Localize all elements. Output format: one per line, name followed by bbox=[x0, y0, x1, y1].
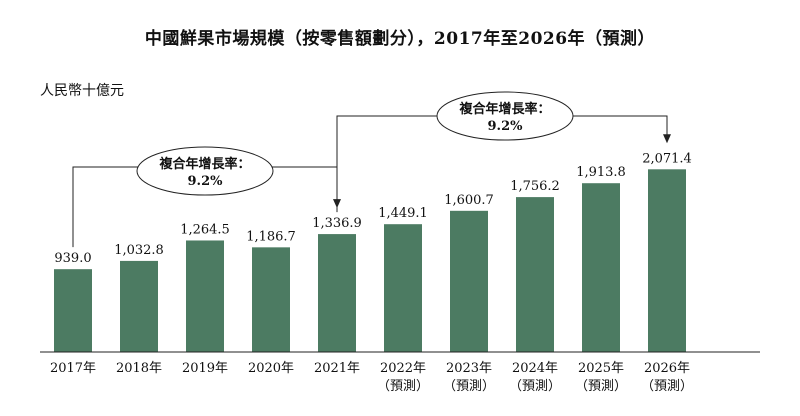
bar-2021年 bbox=[318, 234, 356, 352]
x-tick-labels: 2017年 2018年 2019年 2020年 2021年 2022年 （預測） 2023年 （… bbox=[50, 361, 693, 394]
chart-title: 中國鮮果市場規模（按零售額劃分），2017年至2026年（預測） bbox=[144, 29, 656, 49]
value-label-2022年: 1,449.1 bbox=[378, 206, 428, 221]
bar-2023年 bbox=[450, 210, 488, 352]
bar-2018年 bbox=[120, 260, 158, 352]
cagr-value-1: 9.2% bbox=[188, 174, 224, 189]
value-label-2019年: 1,264.5 bbox=[180, 222, 230, 237]
value-label-2018年: 1,032.8 bbox=[114, 243, 164, 258]
value-label-2017年: 939.0 bbox=[54, 251, 91, 266]
cagr-callout-1 bbox=[136, 146, 274, 196]
x-tick-sublabel-2023年: （預測） bbox=[443, 379, 495, 394]
x-tick-label-2020年: 2020年 bbox=[248, 361, 294, 376]
value-label-2026年: 2,071.4 bbox=[642, 151, 692, 166]
value-label-2020年: 1,186.7 bbox=[246, 229, 296, 244]
value-label-2025年: 1,913.8 bbox=[576, 165, 626, 180]
bars bbox=[54, 169, 686, 352]
cagr-label-1: 複合年增長率： bbox=[158, 156, 250, 172]
cagr-callout-2 bbox=[436, 91, 574, 141]
bar-2017年 bbox=[54, 269, 92, 352]
cagr-callouts: 複合年增長率： 9.2% 複合年增長率： 9.2% bbox=[136, 91, 574, 196]
bar-2026年 bbox=[648, 169, 686, 352]
bar-2019年 bbox=[186, 240, 224, 352]
cagr-label-2: 複合年增長率： bbox=[458, 101, 550, 117]
x-tick-label-2024年: 2024年 bbox=[512, 361, 558, 376]
y-axis-unit-label: 人民幣十億元 bbox=[40, 83, 124, 99]
value-labels: 939.0 1,032.8 1,264.5 1,186.7 1,336.9 1,449.1… bbox=[54, 151, 691, 266]
x-tick-label-2019年: 2019年 bbox=[182, 361, 228, 376]
value-label-2024年: 1,756.2 bbox=[510, 179, 560, 194]
x-tick-sublabel-2024年: （預測） bbox=[509, 379, 561, 394]
x-tick-label-2017年: 2017年 bbox=[50, 361, 96, 376]
x-tick-label-2021年: 2021年 bbox=[314, 361, 360, 376]
x-tick-label-2018年: 2018年 bbox=[116, 361, 162, 376]
value-label-2021年: 1,336.9 bbox=[312, 216, 362, 231]
x-tick-label-2026年: 2026年 bbox=[644, 361, 690, 376]
cagr-arrowhead-2 bbox=[663, 134, 671, 144]
x-tick-label-2022年: 2022年 bbox=[380, 361, 426, 376]
cagr-value-2: 9.2% bbox=[488, 119, 524, 134]
x-tick-sublabel-2026年: （預測） bbox=[641, 379, 693, 394]
bar-2024年 bbox=[516, 197, 554, 352]
x-tick-label-2025年: 2025年 bbox=[578, 361, 624, 376]
x-tick-sublabel-2025年: （預測） bbox=[575, 379, 627, 394]
value-label-2023年: 1,600.7 bbox=[444, 193, 494, 208]
bar-2020年 bbox=[252, 247, 290, 352]
x-tick-label-2023年: 2023年 bbox=[446, 361, 492, 376]
bar-2022年 bbox=[384, 224, 422, 352]
x-tick-sublabel-2022年: （預測） bbox=[377, 379, 429, 394]
bar-2025年 bbox=[582, 183, 620, 352]
